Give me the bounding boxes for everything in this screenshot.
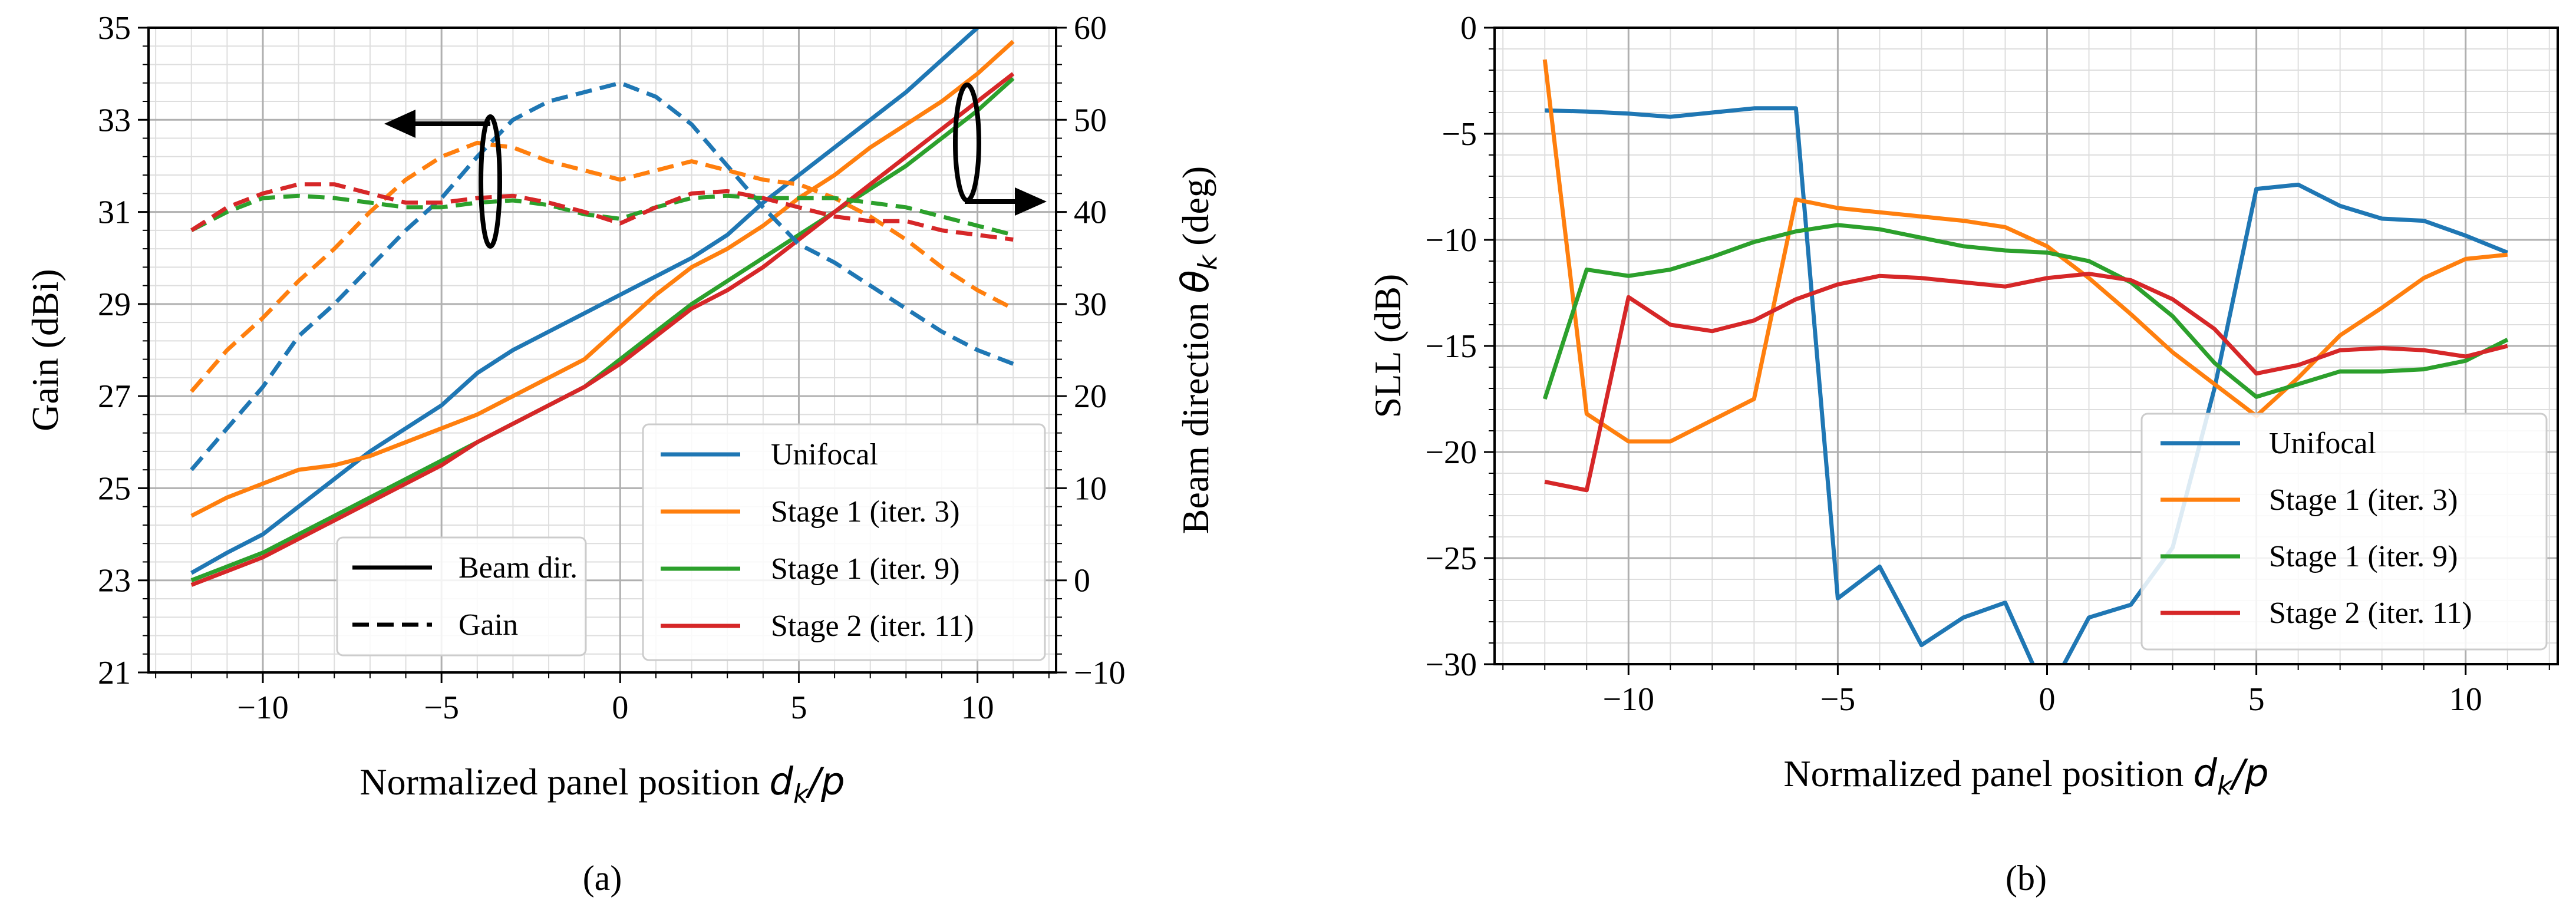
y2-tick-label: 10 bbox=[1074, 470, 1107, 507]
y-tick-label: −10 bbox=[1425, 222, 1477, 259]
series-line-unifocal-gain bbox=[190, 81, 1014, 471]
y-tick-label: 21 bbox=[98, 655, 131, 691]
legend-stage1-iter3-label: Stage 1 (iter. 3) bbox=[2269, 483, 2458, 517]
y2-tick-label: 50 bbox=[1074, 102, 1107, 138]
y2-tick-label: 0 bbox=[1074, 563, 1090, 599]
panel-b-y-axis-label: SLL (dB) bbox=[1367, 274, 1409, 418]
y-tick-label: 0 bbox=[1460, 10, 1477, 47]
y-tick-label: 35 bbox=[98, 10, 131, 47]
panel-a-legend: Unifocal Stage 1 (iter. 3) Stage 1 (iter… bbox=[642, 423, 1046, 661]
series-line-stage-1-iter-9-gain bbox=[190, 193, 1014, 237]
panel-b-caption: (b) bbox=[2006, 859, 2047, 898]
y-tick-label: −15 bbox=[1425, 328, 1477, 365]
left-arrow-icon bbox=[384, 110, 415, 138]
gain-axis-annotation bbox=[384, 110, 502, 249]
legend-stage1-iter9-label: Stage 1 (iter. 9) bbox=[2269, 540, 2458, 573]
panel-a: −10 −5 0 5 10 21 23 25 27 29 31 33 35 −10 0 10 20 30 40 50 6… bbox=[24, 10, 1223, 898]
beam-axis-annotation bbox=[953, 83, 1047, 216]
y-tick-label: 27 bbox=[98, 378, 131, 415]
series-line-stage-1-iter-3-beam-dir bbox=[190, 39, 1015, 518]
legend-stage1-iter3-label: Stage 1 (iter. 3) bbox=[771, 495, 960, 529]
series-line-unifocal bbox=[1545, 106, 2509, 664]
series-line-stage-2-iter-11-gain bbox=[190, 182, 1014, 242]
series-line-unifocal-beam-dir bbox=[190, 28, 981, 575]
panel-b-series bbox=[1542, 59, 2509, 664]
series-line-stage-2-iter-11 bbox=[1544, 272, 2508, 493]
panel-a-y-axis-label: Gain (dBi) bbox=[24, 269, 66, 431]
legend-stage2-iter11-label: Stage 2 (iter. 11) bbox=[771, 609, 974, 643]
x-tick-label: −10 bbox=[237, 690, 289, 726]
line-style-legend: Beam dir. Gain bbox=[336, 536, 587, 657]
panel-a-y2-axis-label: Beam direction θk (deg) bbox=[1174, 166, 1223, 534]
x-tick-label: 10 bbox=[2449, 681, 2482, 718]
right-arrow-shaft bbox=[965, 199, 1015, 204]
x-tick-label: −5 bbox=[424, 690, 459, 726]
legend-beam-dir-label: Beam dir. bbox=[459, 551, 578, 585]
legend-unifocal-label: Unifocal bbox=[2269, 427, 2376, 460]
y-tick-label: 29 bbox=[98, 286, 131, 323]
gain-curves-ellipse bbox=[479, 114, 502, 249]
legend-unifocal-label: Unifocal bbox=[771, 438, 878, 471]
panel-a-frame bbox=[147, 27, 1057, 674]
panel-b-ticks: −10 −5 0 5 10 −30 −25 −20 −15 −10 −5 0 bbox=[1425, 10, 2550, 718]
panel-a-x-axis-label: Normalized panel position dk/p bbox=[359, 760, 845, 809]
y-tick-label: −30 bbox=[1425, 647, 1477, 683]
panel-a-ticks: −10 −5 0 5 10 21 23 25 27 29 31 33 35 −10 0 10 20 30 40 50 6… bbox=[98, 10, 1126, 726]
y2-tick-label: 20 bbox=[1074, 378, 1107, 415]
panel-a-caption: (a) bbox=[583, 859, 622, 898]
series-lines bbox=[1542, 59, 2509, 664]
y2-tick-label: 40 bbox=[1074, 194, 1107, 231]
legend-stage1-iter9-label: Stage 1 (iter. 9) bbox=[771, 552, 960, 586]
panel-b-legend-box bbox=[2140, 413, 2548, 651]
series-line-stage-1-iter-9 bbox=[1542, 223, 2509, 400]
x-tick-label: 0 bbox=[2039, 681, 2056, 718]
panel-b: −10 −5 0 5 10 −30 −25 −20 −15 −10 −5 0 Unifocal Sta… bbox=[1367, 10, 2559, 898]
right-arrow-icon bbox=[1015, 187, 1047, 216]
y-tick-label: −25 bbox=[1425, 540, 1477, 577]
legend-gain-label: Gain bbox=[459, 608, 518, 642]
y-tick-label: 23 bbox=[98, 563, 131, 599]
x-tick-label: 5 bbox=[2248, 681, 2265, 718]
legend-stage2-iter11-label: Stage 2 (iter. 11) bbox=[2269, 596, 2472, 630]
x-tick-label: −10 bbox=[1602, 681, 1654, 718]
series-lines bbox=[190, 28, 1015, 587]
panel-a-series bbox=[190, 28, 1015, 587]
panel-b-x-axis-label: Normalized panel position dk/p bbox=[1783, 752, 2268, 801]
y-tick-label: 33 bbox=[98, 102, 131, 138]
x-tick-label: 0 bbox=[612, 690, 628, 726]
y2-tick-label: −10 bbox=[1074, 655, 1126, 691]
x-tick-label: −5 bbox=[1820, 681, 1856, 718]
y-tick-label: 31 bbox=[98, 194, 131, 231]
y2-tick-label: 60 bbox=[1074, 10, 1107, 47]
y-tick-label: −5 bbox=[1442, 116, 1477, 153]
series-line-stage-1-iter-3-gain bbox=[190, 140, 1014, 393]
y-tick-label: −20 bbox=[1425, 434, 1477, 471]
series-line-stage-2-iter-11-beam-dir bbox=[190, 72, 1015, 587]
panel-b-legend: Unifocal Stage 1 (iter. 3) Stage 1 (iter… bbox=[2140, 413, 2548, 651]
series-line-stage-1-iter-3 bbox=[1542, 59, 2508, 444]
y-tick-label: 25 bbox=[98, 470, 131, 507]
x-tick-label: 5 bbox=[790, 690, 807, 726]
y2-tick-label: 30 bbox=[1074, 286, 1107, 323]
x-tick-label: 10 bbox=[961, 690, 994, 726]
panel-a-legend-box bbox=[642, 423, 1046, 661]
